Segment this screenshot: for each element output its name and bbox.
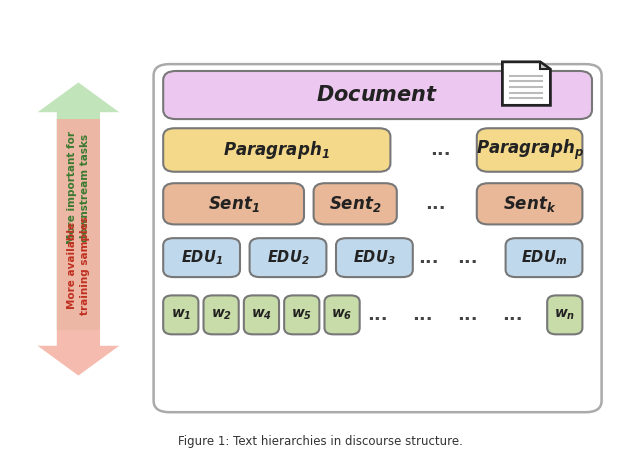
Text: $\bfit{Sent}_{\bfit{1}}$: $\bfit{Sent}_{\bfit{1}}$ bbox=[207, 194, 260, 214]
FancyBboxPatch shape bbox=[477, 128, 582, 172]
FancyBboxPatch shape bbox=[284, 295, 319, 334]
Text: $\bfit{w}_{\bfit{6}}$: $\bfit{w}_{\bfit{6}}$ bbox=[332, 308, 353, 322]
FancyBboxPatch shape bbox=[324, 295, 360, 334]
Text: $\bfit{w}_{\bfit{5}}$: $\bfit{w}_{\bfit{5}}$ bbox=[291, 308, 312, 322]
Text: $\bfit{w}_{\bfit{n}}$: $\bfit{w}_{\bfit{n}}$ bbox=[554, 308, 575, 322]
Text: ...: ... bbox=[457, 306, 477, 324]
Text: $\bfit{EDU}_{\bfit{3}}$: $\bfit{EDU}_{\bfit{3}}$ bbox=[353, 248, 396, 267]
FancyBboxPatch shape bbox=[163, 238, 240, 277]
Text: ...: ... bbox=[502, 306, 522, 324]
Text: $\bfit{Sent}_{\bfit{2}}$: $\bfit{Sent}_{\bfit{2}}$ bbox=[329, 194, 381, 214]
Polygon shape bbox=[38, 119, 119, 376]
Text: ...: ... bbox=[419, 249, 439, 267]
Text: ...: ... bbox=[457, 249, 477, 267]
Text: $\bfit{Paragraph}_{\bfit{p}}$: $\bfit{Paragraph}_{\bfit{p}}$ bbox=[476, 138, 584, 162]
Text: $\bfit{EDU}_{\bfit{2}}$: $\bfit{EDU}_{\bfit{2}}$ bbox=[267, 248, 309, 267]
Polygon shape bbox=[38, 82, 119, 330]
FancyBboxPatch shape bbox=[163, 128, 390, 172]
FancyBboxPatch shape bbox=[547, 295, 582, 334]
FancyBboxPatch shape bbox=[506, 238, 582, 277]
FancyBboxPatch shape bbox=[477, 183, 582, 224]
Polygon shape bbox=[502, 62, 550, 105]
FancyBboxPatch shape bbox=[163, 71, 592, 119]
Text: $\bfit{Document}$: $\bfit{Document}$ bbox=[316, 85, 439, 105]
FancyBboxPatch shape bbox=[336, 238, 413, 277]
Text: $\bfit{EDU}_{\bfit{m}}$: $\bfit{EDU}_{\bfit{m}}$ bbox=[521, 248, 567, 267]
Text: ...: ... bbox=[430, 141, 451, 159]
FancyBboxPatch shape bbox=[163, 295, 198, 334]
Polygon shape bbox=[540, 62, 550, 69]
Text: More available
training samples: More available training samples bbox=[67, 216, 90, 315]
FancyBboxPatch shape bbox=[154, 64, 602, 412]
Text: ...: ... bbox=[412, 306, 433, 324]
Text: Figure 1: Text hierarchies in discourse structure.: Figure 1: Text hierarchies in discourse … bbox=[177, 436, 463, 448]
Text: $\bfit{w}_{\bfit{4}}$: $\bfit{w}_{\bfit{4}}$ bbox=[251, 308, 272, 322]
Text: $\bfit{w}_{\bfit{1}}$: $\bfit{w}_{\bfit{1}}$ bbox=[170, 308, 191, 322]
Text: $\bfit{w}_{\bfit{2}}$: $\bfit{w}_{\bfit{2}}$ bbox=[211, 308, 232, 322]
FancyBboxPatch shape bbox=[250, 238, 326, 277]
Text: ...: ... bbox=[425, 195, 445, 213]
FancyBboxPatch shape bbox=[314, 183, 397, 224]
Text: $\bfit{EDU}_{\bfit{1}}$: $\bfit{EDU}_{\bfit{1}}$ bbox=[180, 248, 223, 267]
Text: More important for
downstream tasks: More important for downstream tasks bbox=[67, 131, 90, 244]
Text: $\bfit{Paragraph}_{\bfit{1}}$: $\bfit{Paragraph}_{\bfit{1}}$ bbox=[223, 139, 330, 161]
Text: ...: ... bbox=[367, 306, 388, 324]
FancyBboxPatch shape bbox=[204, 295, 239, 334]
Text: $\bfit{Sent}_{\bfit{k}}$: $\bfit{Sent}_{\bfit{k}}$ bbox=[503, 194, 556, 214]
FancyBboxPatch shape bbox=[163, 183, 304, 224]
FancyBboxPatch shape bbox=[244, 295, 279, 334]
